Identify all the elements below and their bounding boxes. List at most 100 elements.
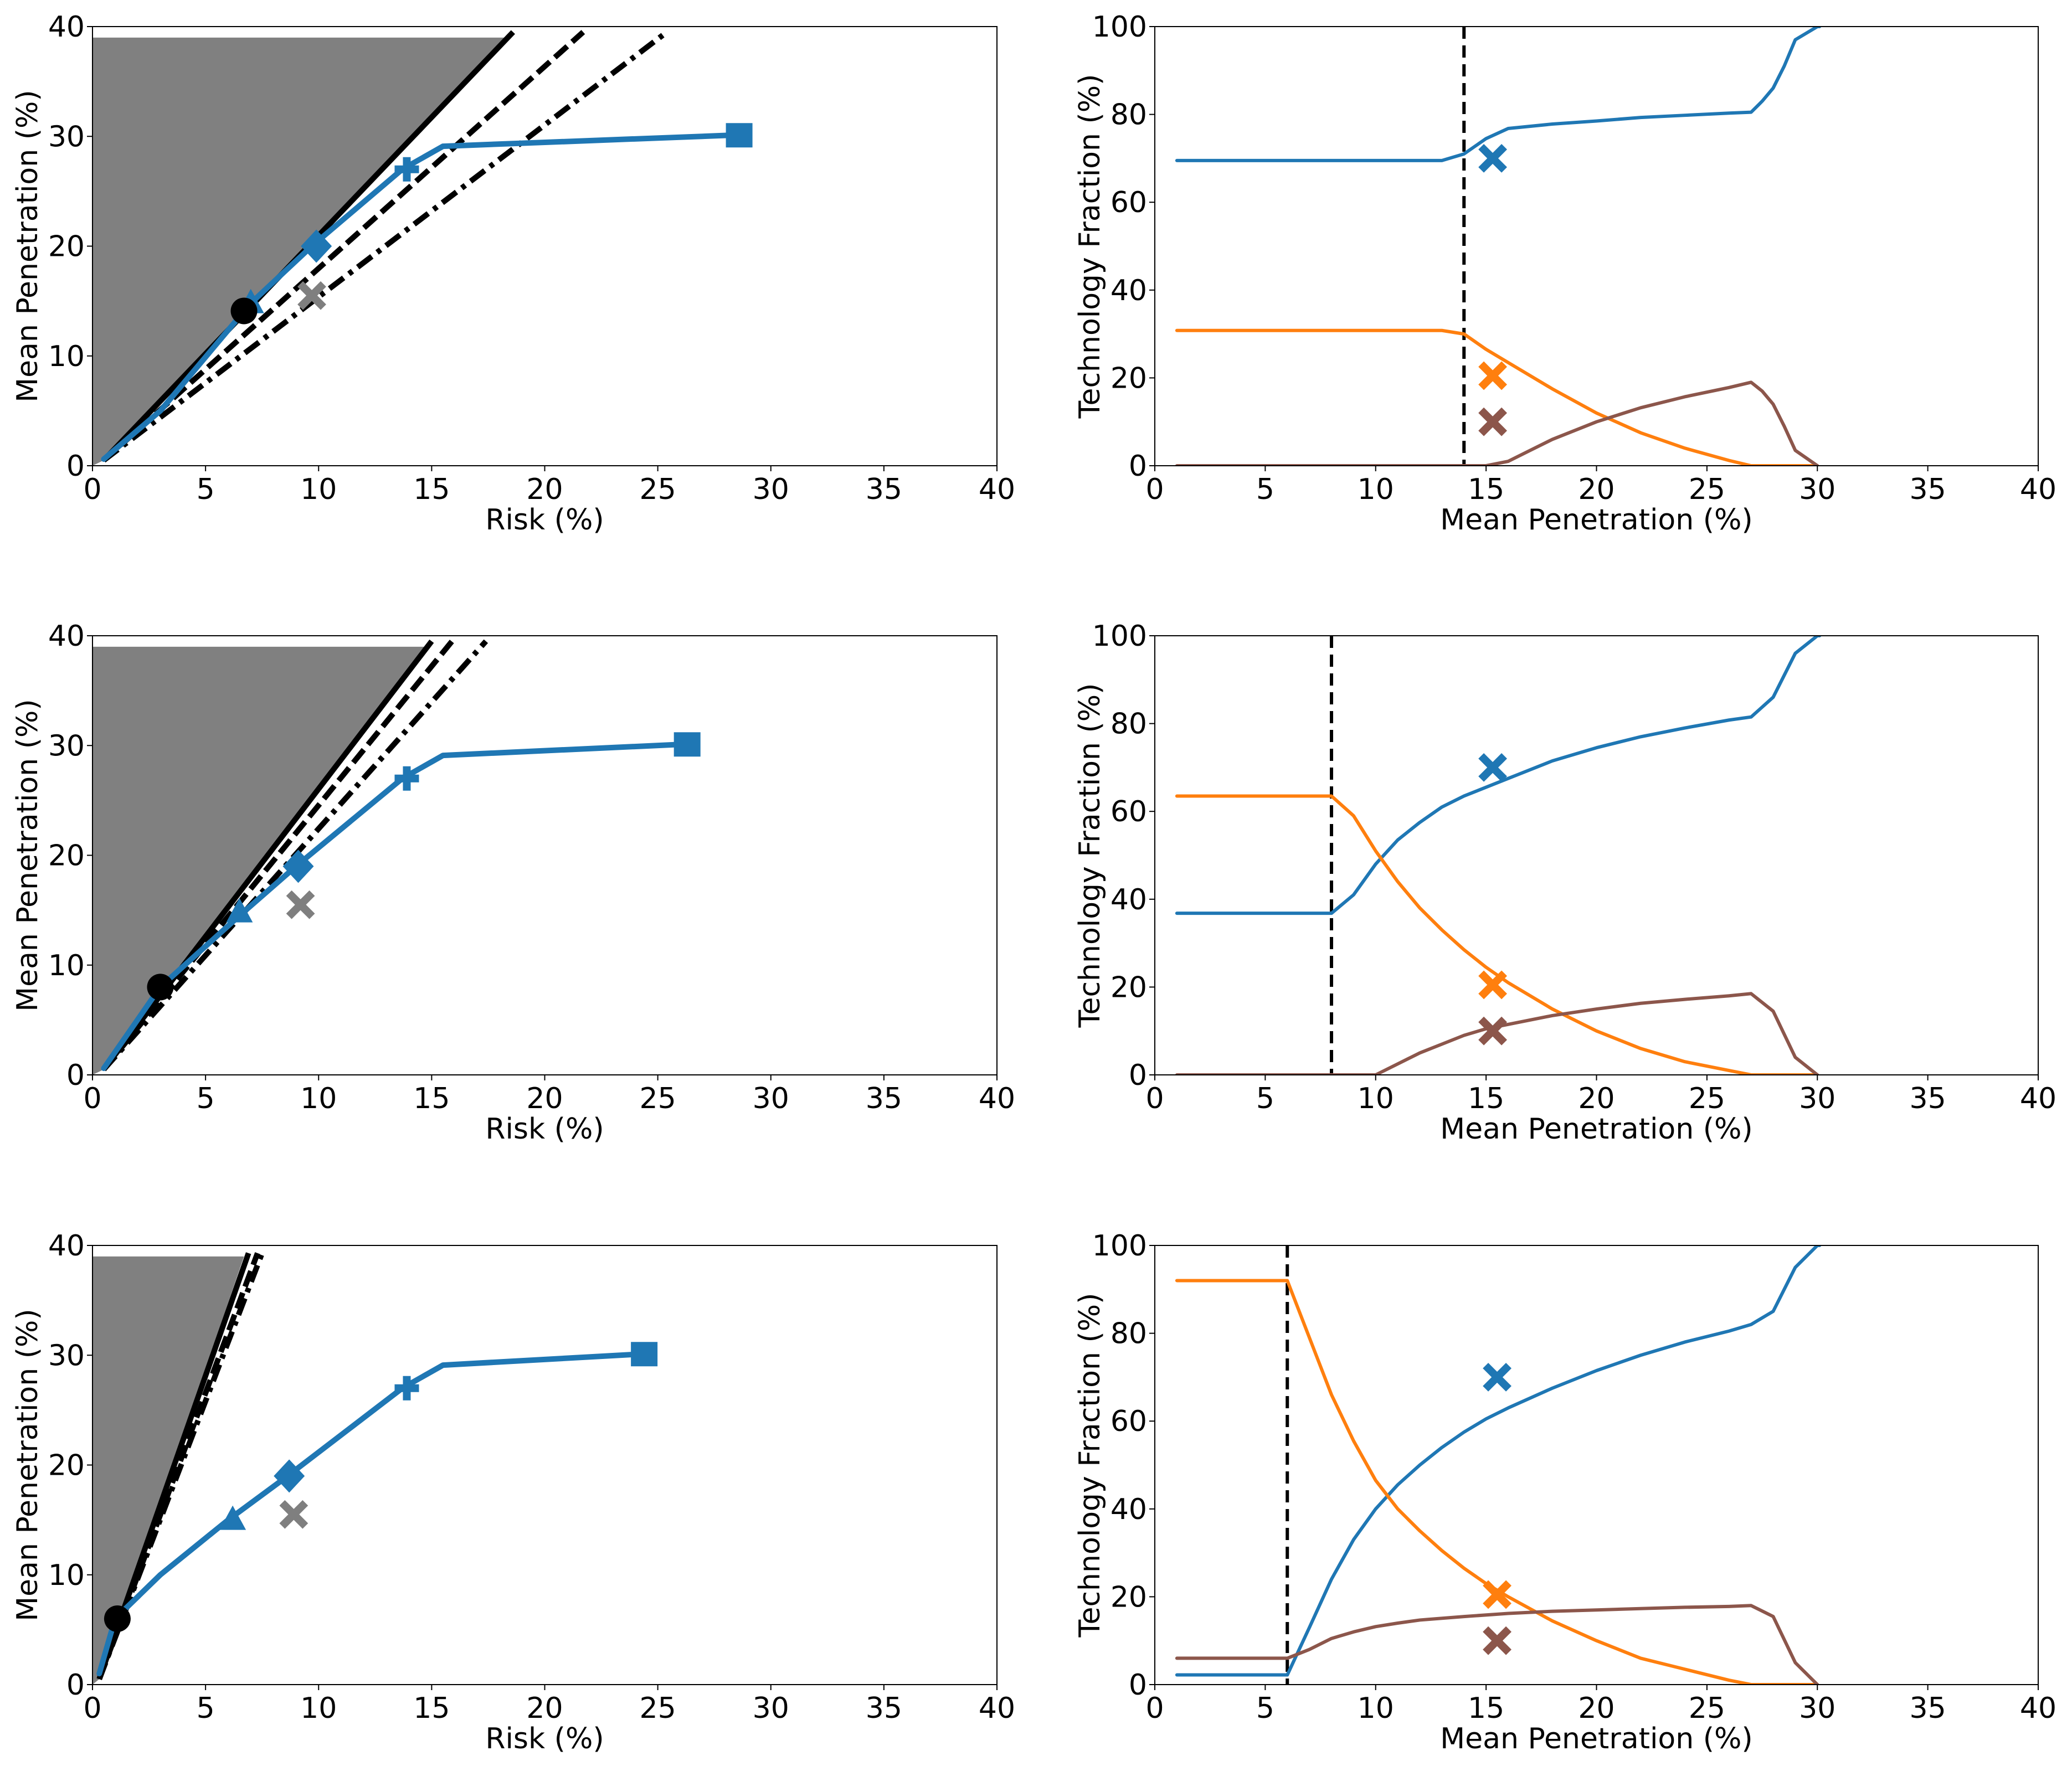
y-tick-label: 0 (66, 1669, 85, 1702)
panel-4: 0 5 10 15 20 25 30 35 40 0 20 40 60 80 100 Mean Penetra… (1073, 620, 2056, 1146)
marker-diamond (301, 229, 332, 263)
y-tick-label: 20 (48, 230, 85, 264)
x-axis-label: Risk (%) (485, 503, 604, 537)
x-tick-label: 35 (866, 1082, 902, 1115)
x-tick-label: 0 (1145, 1692, 1164, 1725)
series-line-blue (1175, 1245, 1822, 1677)
marker-square (631, 1342, 658, 1367)
y-tick-label: 30 (48, 1339, 85, 1372)
y-tick-label: 20 (48, 840, 85, 873)
panel-1: 0 5 10 15 20 25 30 35 40 0 10 20 30 40 Risk (%) Mean Pe… (11, 11, 1015, 537)
series-line-orange (1175, 1279, 1819, 1685)
marker-circle (104, 1605, 131, 1633)
marker-cross (279, 1500, 309, 1529)
y-tick-label: 40 (48, 1229, 85, 1263)
marker-diamond (282, 849, 314, 883)
x-tick-label: 10 (1358, 1082, 1394, 1115)
x-tick-label: 30 (1799, 1692, 1836, 1725)
y-tick-label: 40 (1110, 883, 1147, 917)
panel-5: 0 5 10 15 20 25 30 35 40 0 10 20 30 40 Risk (%) Mean Pe… (11, 1229, 1015, 1755)
marker-blue-cross (1483, 1363, 1511, 1392)
y-tick-label: 80 (1110, 1317, 1147, 1351)
y-tick-label: 80 (1110, 99, 1147, 132)
y-tick-label: 60 (1110, 186, 1147, 219)
y-tick-label: 60 (1110, 1405, 1147, 1438)
x-tick-label: 0 (83, 473, 101, 506)
x-tick-label: 30 (753, 1082, 789, 1115)
x-tick-label: 35 (1910, 473, 1946, 506)
x-tick-label: 0 (1145, 1082, 1164, 1115)
x-tick-label: 10 (300, 1692, 337, 1725)
x-tick-label: 30 (1799, 473, 1836, 506)
x-tick-label: 40 (979, 1692, 1015, 1725)
y-tick-label: 20 (1110, 362, 1147, 395)
x-tick-label: 30 (753, 1692, 789, 1725)
x-tick-label: 40 (979, 1082, 1015, 1115)
x-axis-label: Risk (%) (485, 1113, 604, 1146)
panel-6: 0 5 10 15 20 25 30 35 40 0 20 40 60 80 100 Mean Penetra… (1073, 1229, 2056, 1755)
x-tick-label: 10 (300, 473, 337, 506)
x-tick-label: 10 (1358, 473, 1394, 506)
x-tick-label: 40 (2020, 1692, 2056, 1725)
plot-area (1175, 636, 1822, 1075)
y-axis-label: Technology Fraction (%) (1073, 683, 1107, 1028)
x-tick-label: 25 (1689, 1692, 1725, 1725)
y-tick-label: 60 (1110, 795, 1147, 828)
x-tick-label: 20 (1578, 1692, 1615, 1725)
x-axis-label: Mean Penetration (%) (1440, 503, 1752, 537)
y-tick-label: 40 (48, 11, 85, 44)
marker-plus (394, 157, 419, 182)
panel-3: 0 5 10 15 20 25 30 35 40 0 10 20 30 40 Risk (%) Mean Pe… (11, 620, 1015, 1146)
x-tick-label: 40 (2020, 1082, 2056, 1115)
y-axis-label: Technology Fraction (%) (1073, 1293, 1107, 1638)
x-axis-label: Mean Penetration (%) (1440, 1113, 1752, 1146)
marker-plus (394, 766, 419, 791)
marker-blue-cross (1478, 753, 1507, 782)
y-tick-label: 40 (48, 620, 85, 653)
x-tick-label: 5 (1256, 473, 1274, 506)
x-tick-label: 35 (866, 1692, 902, 1725)
shaded-region (92, 37, 505, 466)
marker-circle (230, 297, 258, 325)
x-tick-label: 25 (1689, 1082, 1725, 1115)
y-tick-label: 80 (1110, 708, 1147, 741)
ref-line-dashed (102, 30, 585, 462)
marker-brown-cross (1483, 1626, 1511, 1655)
x-tick-label: 10 (300, 1082, 337, 1115)
marker-triangle (219, 1505, 246, 1530)
y-tick-label: 10 (48, 1559, 85, 1592)
y-tick-label: 20 (1110, 971, 1147, 1004)
y-tick-label: 0 (1129, 1059, 1147, 1092)
x-tick-label: 25 (640, 1082, 676, 1115)
series-line-brown (1175, 380, 1819, 466)
y-tick-label: 40 (1110, 1493, 1147, 1526)
x-tick-label: 35 (1910, 1082, 1946, 1115)
y-axis-label: Technology Fraction (%) (1073, 74, 1107, 419)
plot-area (1175, 27, 1822, 466)
plot-area (92, 639, 683, 1075)
shaded-region (92, 1256, 244, 1685)
y-tick-label: 30 (48, 120, 85, 153)
axes-frame (1154, 26, 2039, 466)
y-axis-label: Mean Penetration (%) (11, 90, 44, 402)
x-tick-label: 20 (1578, 1082, 1615, 1115)
marker-diamond (274, 1459, 305, 1493)
ref-line-dashdot (102, 29, 669, 463)
marker-orange-cross (1478, 361, 1507, 390)
series-line-blue (1175, 27, 1822, 162)
marker-orange-cross (1483, 1580, 1511, 1609)
y-tick-label: 20 (1110, 1580, 1147, 1614)
y-tick-label: 0 (66, 450, 85, 483)
x-tick-label: 15 (413, 473, 450, 506)
x-tick-label: 0 (83, 1692, 101, 1725)
x-tick-label: 30 (1799, 1082, 1836, 1115)
y-tick-label: 30 (48, 729, 85, 763)
marker-cross (297, 281, 326, 310)
x-tick-label: 15 (413, 1692, 450, 1725)
marker-triangle (226, 898, 253, 923)
marker-plus (394, 1376, 419, 1401)
x-tick-label: 5 (197, 1692, 215, 1725)
y-tick-label: 100 (1092, 11, 1147, 44)
y-tick-label: 20 (48, 1449, 85, 1482)
y-axis-label: Mean Penetration (%) (11, 699, 44, 1011)
